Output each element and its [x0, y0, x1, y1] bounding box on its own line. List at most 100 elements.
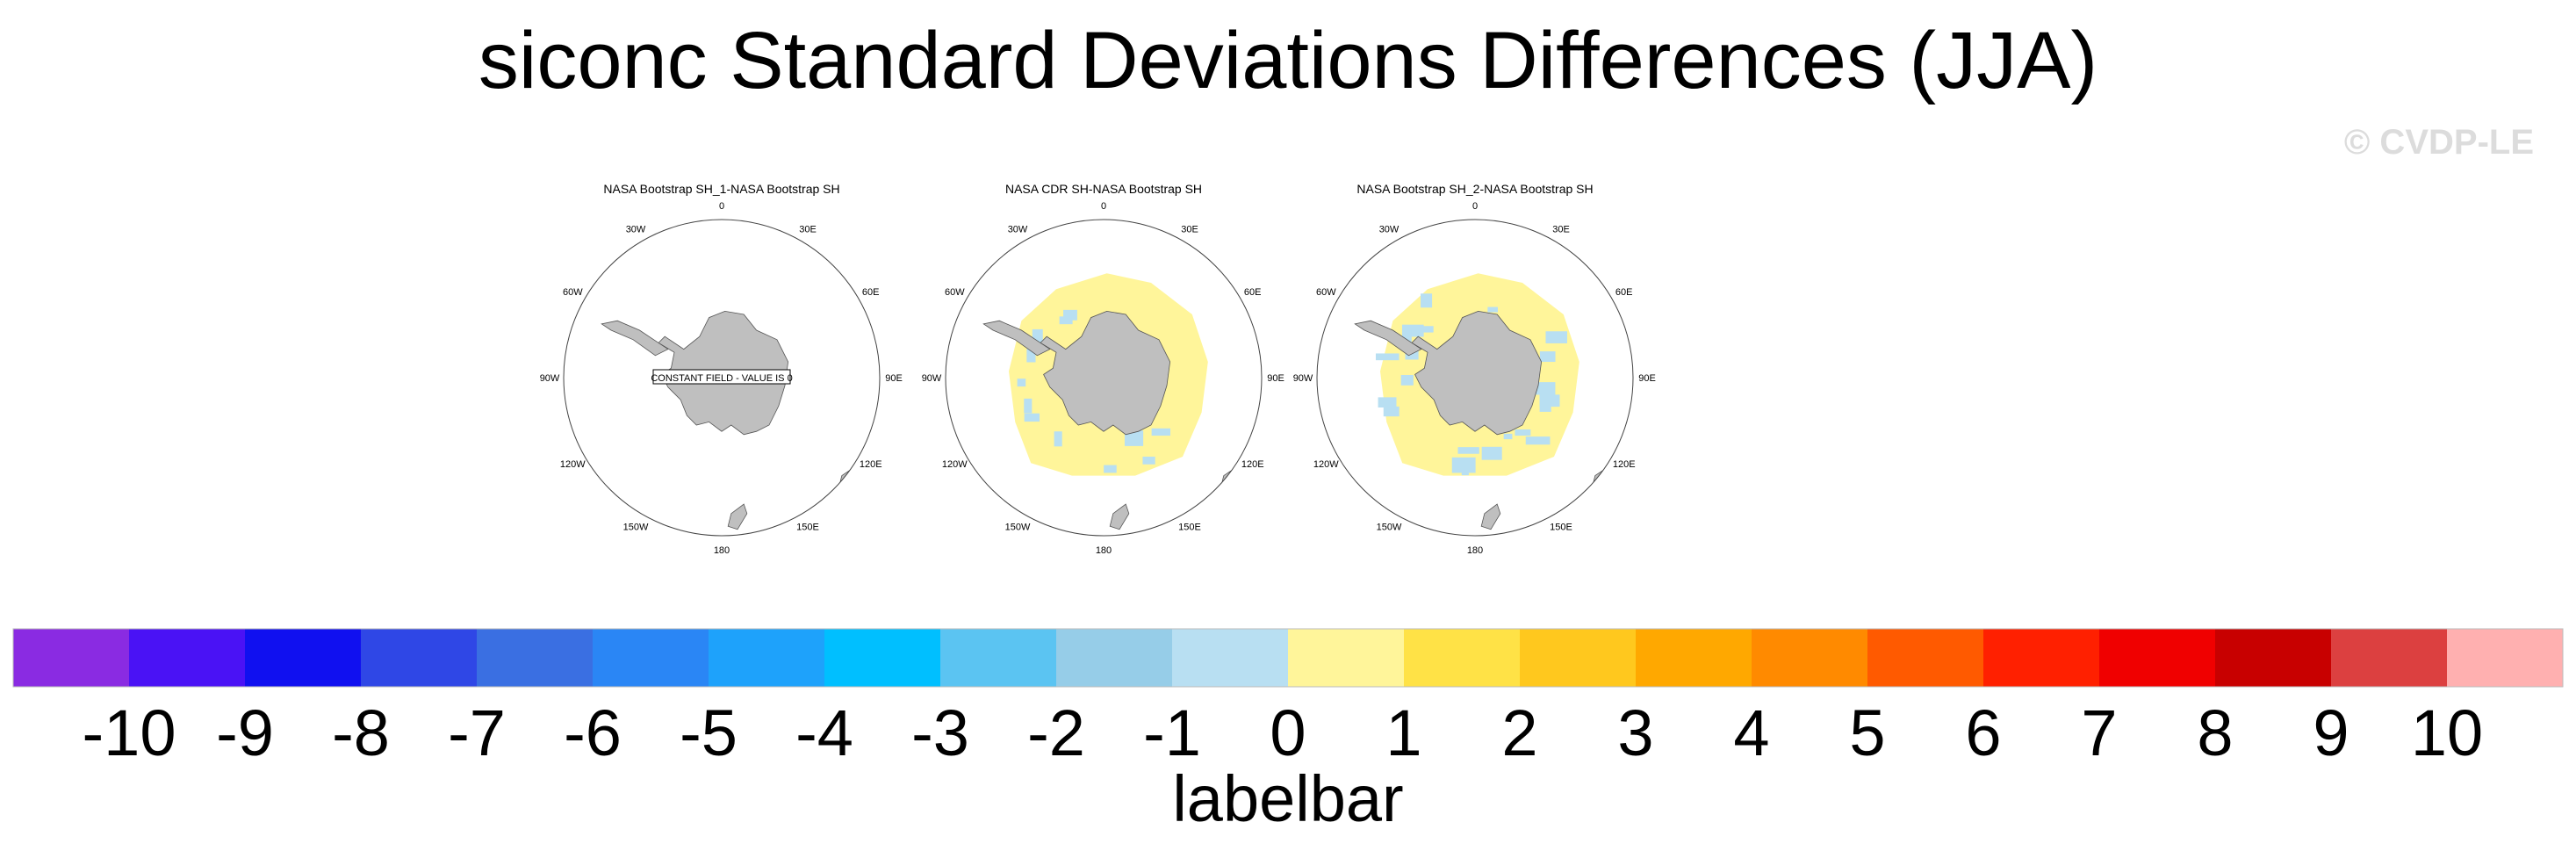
labelbar-box [1983, 629, 2100, 687]
negative-anomaly-cell [1405, 350, 1419, 360]
longitude-label: 90W [1293, 373, 1313, 384]
negative-anomaly-cell [1063, 309, 1077, 321]
negative-anomaly-cell [1402, 328, 1412, 345]
south-america-landmass [601, 320, 669, 357]
labelbar-tick-label: -9 [216, 696, 274, 769]
map-boundary-circle [945, 219, 1263, 537]
longitude-label: 150E [796, 523, 819, 533]
longitude-label: 180 [1096, 545, 1112, 556]
labelbar-tick-label: 4 [1733, 696, 1769, 769]
longitude-label: 120W [1313, 459, 1339, 470]
longitude-label: 30E [799, 224, 817, 234]
longitude-label: 120E [1613, 459, 1636, 470]
constant-field-box [652, 369, 791, 385]
negative-anomaly-cell [1481, 446, 1502, 460]
longitude-label: 60E [1244, 287, 1262, 298]
negative-anomaly-cell [1503, 433, 1513, 440]
longitude-label: 0 [1101, 201, 1106, 212]
negative-anomaly-cell [1059, 316, 1073, 325]
negative-anomaly-cell [1024, 398, 1033, 414]
longitude-label: 150E [1178, 523, 1201, 533]
longitude-label: 120E [860, 459, 882, 470]
longitude-label: 90E [1267, 373, 1284, 384]
labelbar-box [824, 629, 941, 687]
longitude-label: 90E [885, 373, 903, 384]
longitude-label: 0 [1472, 201, 1478, 212]
longitude-label: 90E [1638, 373, 1656, 384]
labelbar-box [709, 629, 825, 687]
negative-anomaly-cell [1375, 353, 1400, 361]
longitude-label: 60E [1615, 287, 1633, 298]
labelbar-box [2099, 629, 2216, 687]
longitude-label: 90W [540, 373, 560, 384]
longitude-label: 150W [623, 523, 649, 533]
longitude-label: 180 [1467, 545, 1483, 556]
labelbar-tick-label: 7 [2081, 696, 2117, 769]
labelbar: -10 -9 -8 -7 -6 -5 -4 -3 -2 -1 0 1 2 3 4 5 6 7 8 9 10labelba… [12, 628, 2564, 835]
labelbar-tick-label: 2 [1501, 696, 1537, 769]
figure-title: siconc Standard Deviations Differences (… [478, 16, 2098, 105]
negative-anomaly-cell [1451, 457, 1476, 473]
labelbar-tick-label: -1 [1143, 696, 1201, 769]
negative-anomaly-cell [1421, 293, 1433, 308]
labelbar-tick-label: 9 [2313, 696, 2349, 769]
new-zealand-landmass [1591, 468, 1608, 493]
labelbar-tick-label: 3 [1617, 696, 1653, 769]
longitude-label: 30W [626, 224, 646, 234]
labelbar-tick-label: -2 [1027, 696, 1085, 769]
longitude-label: 120W [942, 459, 968, 470]
south-america-landmass [982, 320, 1051, 357]
longitude-label: 120W [560, 459, 586, 470]
labelbar-box [593, 629, 709, 687]
labelbar-box [940, 629, 1057, 687]
longitude-label: 150W [1005, 523, 1031, 533]
labelbar-tick-label: -7 [448, 696, 506, 769]
negative-anomaly-cell [1545, 331, 1567, 343]
labelbar-tick-label: -8 [332, 696, 390, 769]
labelbar-tick-label: 6 [1965, 696, 2001, 769]
south-america-landmass [1354, 320, 1422, 357]
labelbar-box [1867, 629, 1984, 687]
negative-anomaly-cell [1400, 374, 1414, 386]
labelbar-box [129, 629, 246, 687]
negative-anomaly-cell [1026, 349, 1036, 363]
negative-anomaly-cell [1104, 465, 1117, 473]
labelbar-tick-label: -4 [795, 696, 853, 769]
labelbar-tick-label: 10 [2411, 696, 2483, 769]
new-zealand-landmass [838, 468, 855, 493]
map-boundary-circle [1316, 219, 1634, 537]
island-landmass [727, 503, 748, 530]
longitude-label: 30W [1379, 224, 1400, 234]
negative-anomaly-cell [1418, 326, 1434, 333]
negative-anomaly-cell [1378, 397, 1397, 408]
antarctica-landmass [1411, 310, 1543, 436]
longitude-label: 60W [563, 287, 583, 298]
labelbar-box [1288, 629, 1405, 687]
labelbar-box [1056, 629, 1173, 687]
map-boundary-circle [563, 219, 881, 537]
labelbar-tick-label: 1 [1385, 696, 1421, 769]
negative-anomaly-cell [1461, 465, 1469, 476]
labelbar-box [2215, 629, 2332, 687]
labelbar-tick-label: 5 [1849, 696, 1885, 769]
negative-anomaly-cell [1054, 431, 1062, 447]
labelbar-box [13, 629, 130, 687]
longitude-label: 30E [1552, 224, 1570, 234]
negative-anomaly-cell [1151, 428, 1170, 436]
map-panel-3: NASA Bootstrap SH_2-NASA Bootstrap SH 0 30… [1293, 182, 1656, 556]
labelbar-box [1636, 629, 1752, 687]
longitude-label: 30W [1008, 224, 1028, 234]
labelbar-tick-label: 8 [2197, 696, 2233, 769]
labelbar-box [477, 629, 594, 687]
negative-anomaly-cell [1032, 328, 1043, 343]
negative-anomaly-cell [1539, 403, 1551, 412]
labelbar-box [1752, 629, 1868, 687]
map-panel-title: NASA CDR SH-NASA Bootstrap SH [1005, 182, 1202, 196]
new-zealand-landmass [1220, 468, 1237, 493]
longitude-label: 60W [1316, 287, 1336, 298]
longitude-label: 60W [945, 287, 965, 298]
map-panel-2: NASA CDR SH-NASA Bootstrap SH 0 30E 60E 90E 1… [922, 182, 1284, 556]
map-panel-title: NASA Bootstrap SH_1-NASA Bootstrap SH [603, 182, 839, 196]
negative-anomaly-cell [1515, 429, 1531, 436]
labelbar-title: labelbar [1172, 762, 1403, 835]
